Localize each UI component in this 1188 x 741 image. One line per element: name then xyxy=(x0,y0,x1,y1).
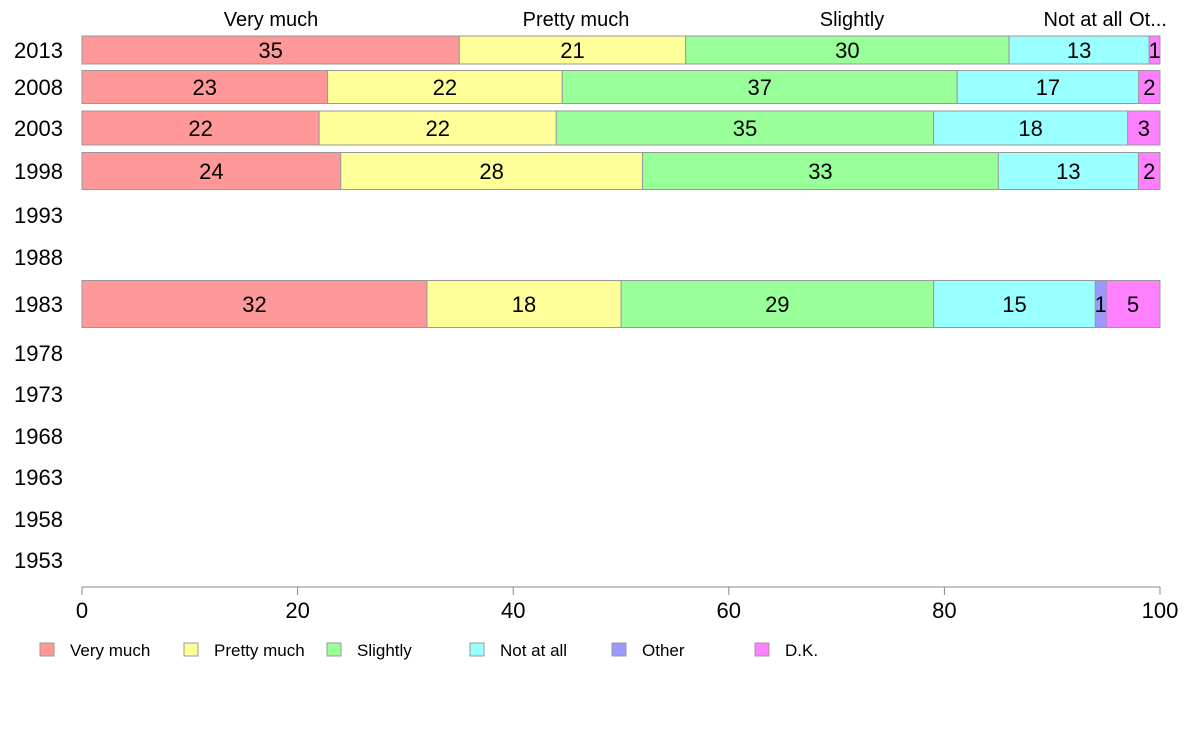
legend-swatch xyxy=(39,642,55,657)
bar-segment xyxy=(426,280,622,328)
data-label: 24 xyxy=(199,159,223,184)
bar-segment xyxy=(1105,280,1161,328)
legend: Very much Pretty much Slightly Not at all Ot… xyxy=(39,641,818,660)
bar-segment xyxy=(642,152,999,190)
year-label: 2013 xyxy=(14,38,63,63)
bar-segment xyxy=(1137,152,1161,190)
legend-label: Very much xyxy=(70,641,150,660)
data-label: 17 xyxy=(1036,75,1060,100)
column-header: Very much xyxy=(224,9,318,31)
data-label: 15 xyxy=(1002,292,1026,317)
column-headers: Very much Pretty much Slightly Not at all Ot… xyxy=(224,9,1167,31)
bar-segment xyxy=(81,280,428,328)
year-label: 1978 xyxy=(14,341,63,366)
year-label: 1953 xyxy=(14,548,63,573)
bar-segment xyxy=(318,110,557,146)
data-label: 2 xyxy=(1143,75,1155,100)
bar-segment xyxy=(1138,70,1161,104)
bar-segment xyxy=(933,280,1096,328)
legend-swatch xyxy=(183,642,199,657)
x-tick-label: 0 xyxy=(76,598,88,623)
data-label: 22 xyxy=(188,116,212,141)
bar-segment xyxy=(81,152,342,190)
year-label: 1973 xyxy=(14,382,63,407)
bar-segment xyxy=(997,152,1139,190)
data-label: 22 xyxy=(433,75,457,100)
data-label: 23 xyxy=(193,75,217,100)
bar-segment xyxy=(81,110,320,146)
year-label: 1988 xyxy=(14,245,63,270)
bar-segment xyxy=(956,70,1140,104)
legend-label: Not at all xyxy=(500,641,567,660)
legend-swatch xyxy=(469,642,485,657)
data-label: 28 xyxy=(479,159,503,184)
bar-segment xyxy=(555,110,935,146)
bar-segment xyxy=(81,35,460,65)
data-label: 1 xyxy=(1095,292,1107,317)
year-label: 2008 xyxy=(14,75,63,100)
data-label: 21 xyxy=(560,38,584,63)
data-label: 18 xyxy=(512,292,536,317)
year-label: 1983 xyxy=(14,292,63,317)
data-label: 29 xyxy=(765,292,789,317)
data-label: 13 xyxy=(1067,38,1091,63)
data-label: 5 xyxy=(1127,292,1139,317)
x-axis: 0 20 40 60 80 100 xyxy=(76,586,1179,623)
bar-segment xyxy=(933,110,1129,146)
column-header: Slightly xyxy=(820,9,884,31)
year-label: 2003 xyxy=(14,116,63,141)
data-label: 30 xyxy=(835,38,859,63)
x-tick-label: 20 xyxy=(285,598,309,623)
column-header: Pretty much xyxy=(523,9,630,31)
bar-segment xyxy=(1127,110,1161,146)
legend-swatch xyxy=(326,642,342,657)
bar-segment xyxy=(561,70,958,104)
bar-segment xyxy=(458,35,687,65)
bars-group: 35 21 30 13 123 22 37 17 222 22 35 18 324 28 33 13 232 18… xyxy=(81,35,1161,328)
legend-swatch xyxy=(611,642,627,657)
x-tick-label: 60 xyxy=(717,598,741,623)
legend-label: Slightly xyxy=(357,641,412,660)
legend-label: Pretty much xyxy=(214,641,305,660)
x-tick-label: 40 xyxy=(501,598,525,623)
data-label: 33 xyxy=(808,159,832,184)
bar-segment xyxy=(685,35,1010,65)
year-axis-labels: 2013 2008 2003 1998 1993 1988 1983 1978 1973 1968… xyxy=(14,38,63,573)
legend-label: D.K. xyxy=(785,641,818,660)
legend-label: Other xyxy=(642,641,685,660)
legend-swatch xyxy=(754,642,770,657)
bar-segment xyxy=(1148,35,1161,65)
data-label: 2 xyxy=(1143,159,1155,184)
year-label: 1993 xyxy=(14,203,63,228)
data-label: 3 xyxy=(1138,116,1150,141)
data-label: 35 xyxy=(733,116,757,141)
bar-segment xyxy=(81,70,328,104)
data-label: 32 xyxy=(242,292,266,317)
bar-segment xyxy=(326,70,563,104)
year-label: 1968 xyxy=(14,424,63,449)
data-label: 22 xyxy=(425,116,449,141)
x-tick-label: 100 xyxy=(1142,598,1179,623)
x-tick-label: 80 xyxy=(932,598,956,623)
column-header: Ot... xyxy=(1129,9,1167,31)
data-label: 37 xyxy=(748,75,772,100)
year-label: 1958 xyxy=(14,507,63,532)
year-label: 1998 xyxy=(14,159,63,184)
data-label: 13 xyxy=(1056,159,1080,184)
data-label: 1 xyxy=(1148,38,1160,63)
bar-segment xyxy=(340,152,644,190)
data-label: 18 xyxy=(1018,116,1042,141)
data-label: 35 xyxy=(258,38,282,63)
year-label: 1963 xyxy=(14,465,63,490)
column-header: Not at all xyxy=(1044,9,1123,31)
